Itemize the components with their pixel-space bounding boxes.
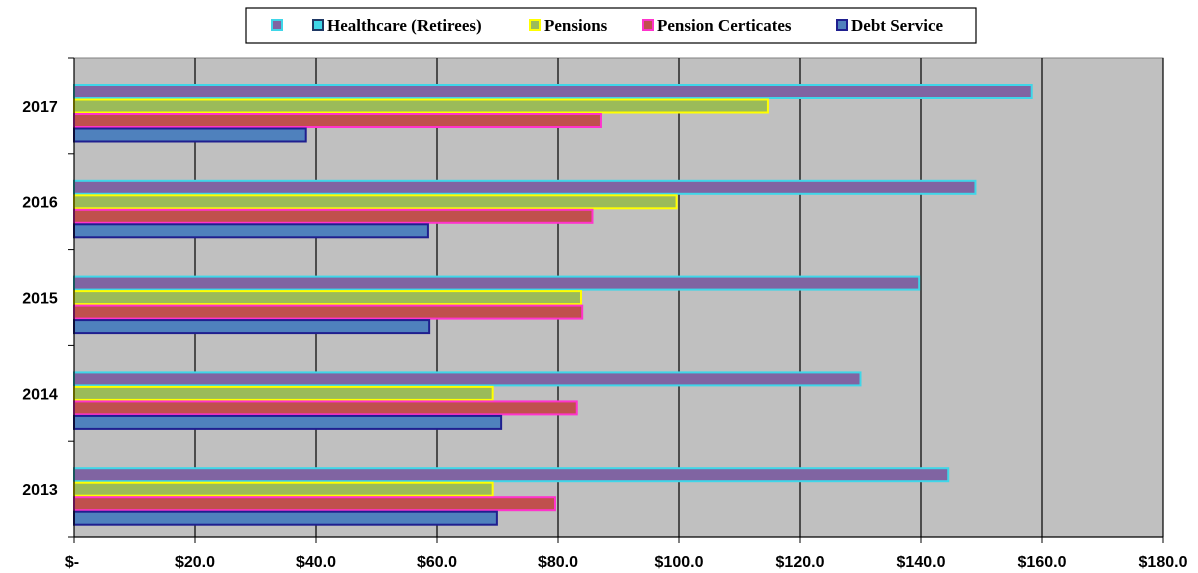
bars xyxy=(73,84,1033,526)
bar xyxy=(73,113,602,128)
bar xyxy=(73,385,494,401)
legend-swatch xyxy=(836,19,848,31)
bar xyxy=(73,467,950,483)
legend-swatch xyxy=(312,19,324,31)
x-tick-label: $140.0 xyxy=(897,554,946,571)
legend-label: Pensions xyxy=(544,16,608,35)
bar xyxy=(73,400,578,416)
y-tick-label: 2016 xyxy=(22,195,58,212)
legend-label: Debt Service xyxy=(851,16,944,35)
legend: Healthcare (Retirees) Pensions Pension Cer… xyxy=(245,7,977,44)
legend-label: Pension Certicates xyxy=(657,16,792,35)
bar xyxy=(73,510,498,526)
legend-swatch xyxy=(271,19,283,31)
bar xyxy=(73,208,594,224)
bar xyxy=(73,127,307,143)
bar xyxy=(73,319,431,335)
bar xyxy=(73,290,582,306)
y-tick-label: 2015 xyxy=(22,291,58,308)
bar xyxy=(73,371,862,387)
bar xyxy=(73,304,584,320)
bar xyxy=(73,223,429,239)
bar xyxy=(73,194,678,210)
x-tick-label: $180.0 xyxy=(1139,554,1188,571)
bar xyxy=(73,496,556,512)
x-tick-label: $20.0 xyxy=(175,554,215,571)
x-tick-label: $80.0 xyxy=(538,554,578,571)
x-tick-label: $100.0 xyxy=(655,554,704,571)
bar xyxy=(73,275,921,291)
y-tick-label: 2014 xyxy=(22,386,58,403)
legend-swatch xyxy=(529,19,541,31)
legend-box xyxy=(245,7,977,44)
bar xyxy=(73,414,503,430)
bar xyxy=(73,179,977,195)
axes: 2013 2014 2015 2016 2017 $- $20.0 $40.0 $60.0 $80… xyxy=(22,57,1188,571)
x-tick-label: $40.0 xyxy=(296,554,336,571)
x-tick-label: $- xyxy=(65,554,79,571)
bar xyxy=(73,84,1033,99)
legend-swatch xyxy=(642,19,654,31)
legend-label: Healthcare (Retirees) xyxy=(327,16,482,35)
y-tick-label: 2017 xyxy=(22,99,58,116)
y-tick-label: 2013 xyxy=(22,482,58,499)
x-tick-label: $160.0 xyxy=(1018,554,1067,571)
x-tick-label: $60.0 xyxy=(417,554,457,571)
bar xyxy=(73,98,769,114)
x-tick-label: $120.0 xyxy=(776,554,825,571)
bar xyxy=(73,481,494,497)
